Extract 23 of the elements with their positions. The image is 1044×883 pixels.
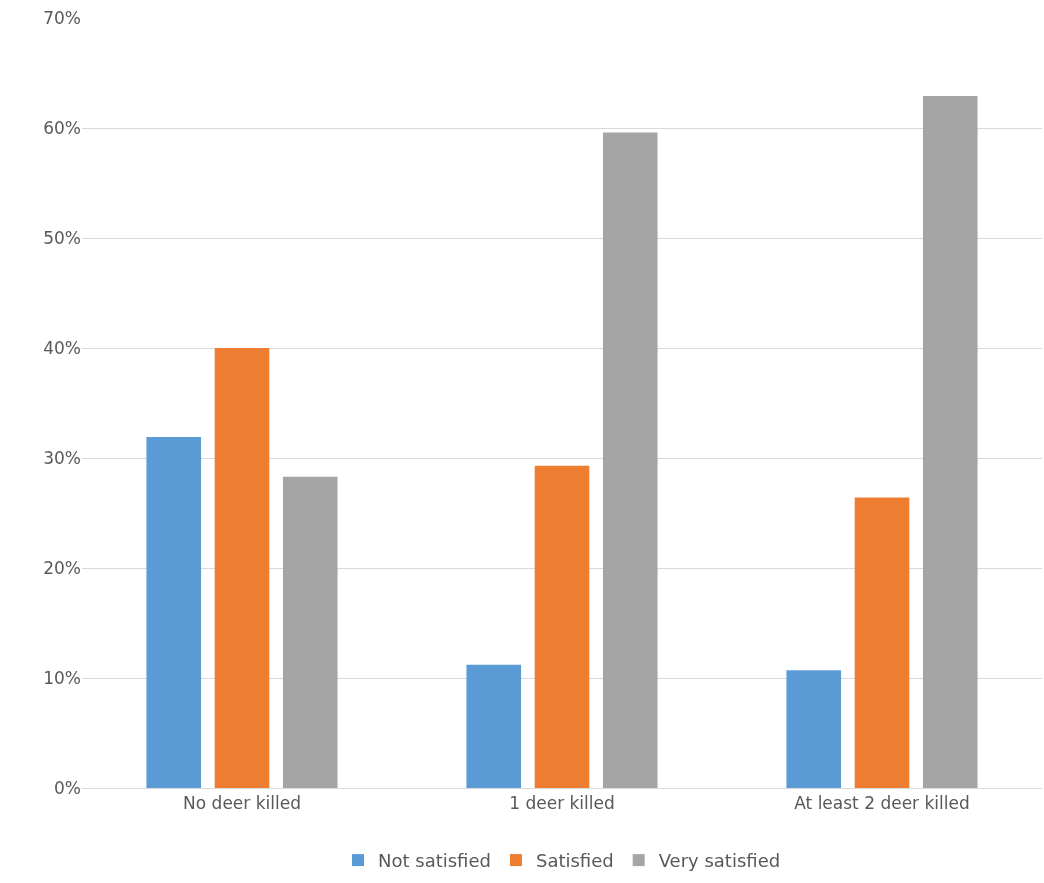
bar: [214, 348, 270, 788]
legend-label: Not satisfied: [378, 850, 491, 872]
bar: [602, 132, 658, 788]
legend-label: Satisfied: [535, 850, 614, 872]
bar: [466, 664, 522, 788]
bar: [786, 670, 842, 788]
legend-label: Very satisfied: [658, 850, 781, 872]
bar: [854, 497, 910, 788]
y-tick-label: 50%: [43, 227, 81, 248]
y-tick-label: 60%: [43, 117, 81, 138]
y-tick-label: 20%: [43, 557, 81, 578]
x-tick-label: 1 deer killed: [509, 793, 615, 814]
y-tick-label: 10%: [43, 667, 81, 688]
bar: [282, 476, 338, 788]
bar: [534, 465, 590, 788]
x-tick-label: At least 2 deer killed: [794, 793, 970, 814]
bar: [922, 96, 978, 788]
y-tick-label: 40%: [43, 337, 81, 358]
y-tick-label: 30%: [43, 447, 81, 468]
y-tick-label: 0%: [54, 777, 81, 798]
bar: [146, 437, 202, 788]
x-tick-label: No deer killed: [183, 793, 301, 814]
y-tick-label: 70%: [43, 7, 81, 28]
